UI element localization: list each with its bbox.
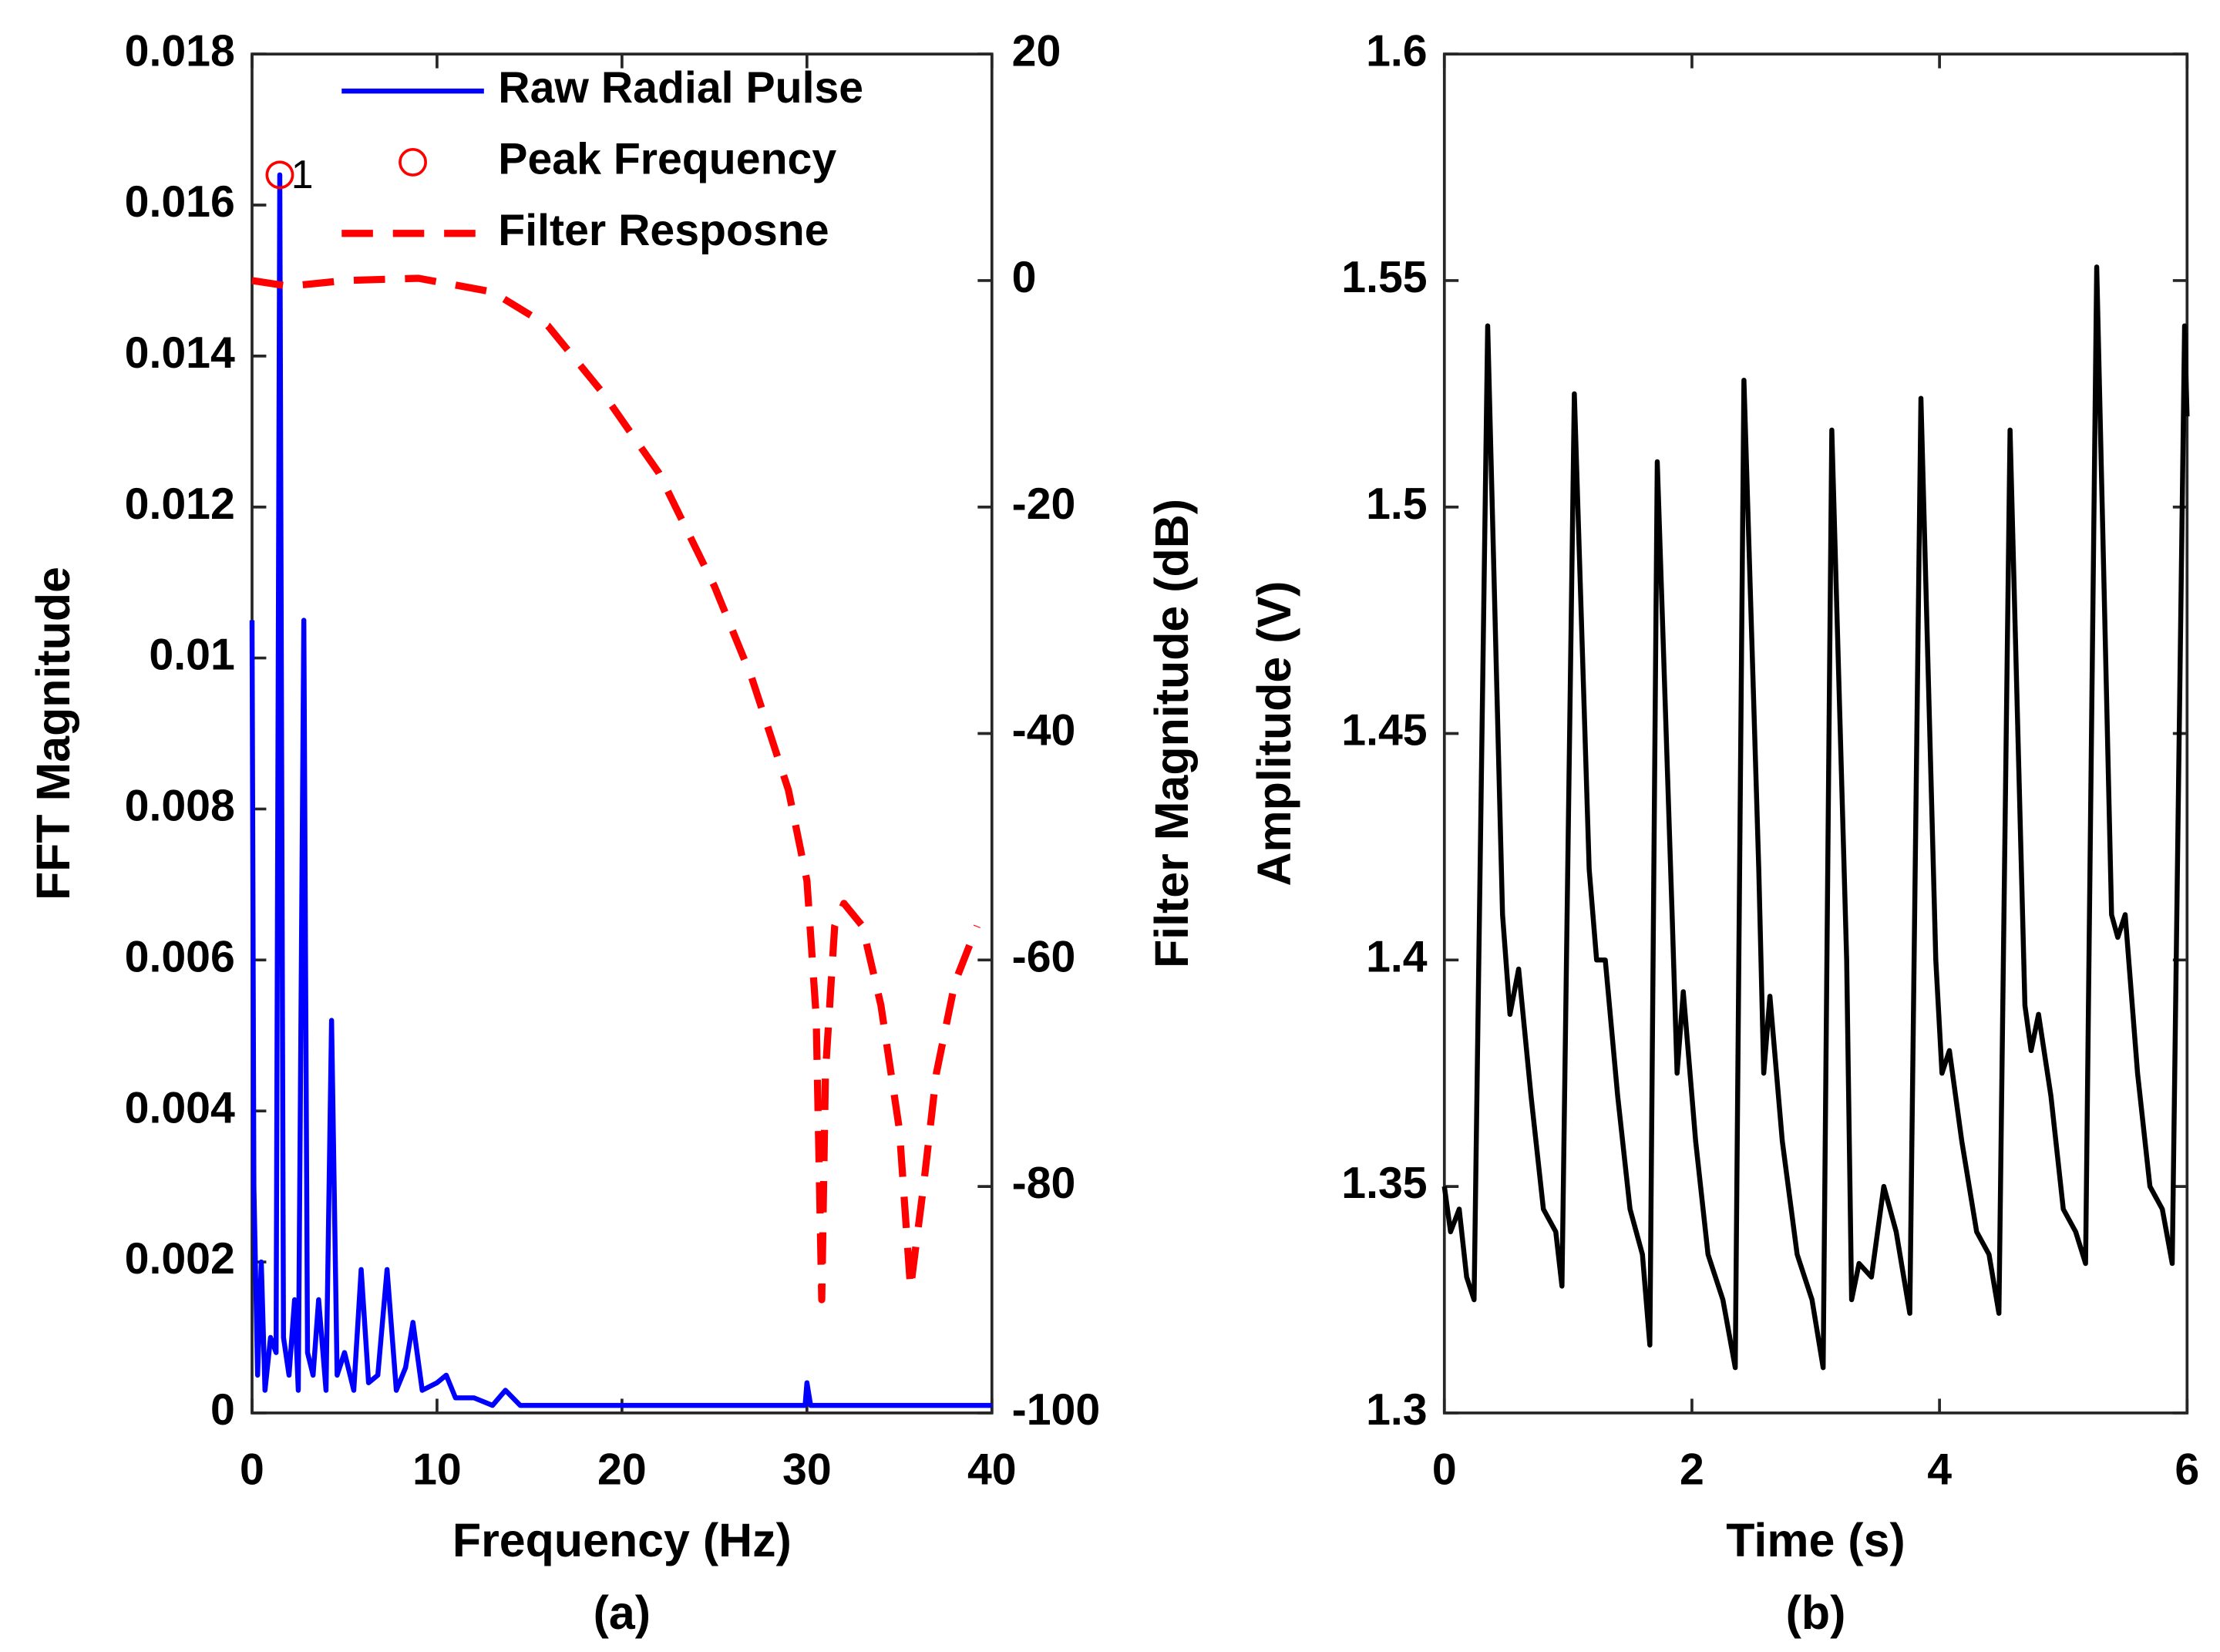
y-tick-label: 1.4 xyxy=(1366,932,1428,981)
annotation: 1 xyxy=(291,152,314,197)
x-tick-label: 30 xyxy=(782,1445,832,1495)
x-tick-label: 4 xyxy=(1927,1445,1952,1495)
y2-tick-label: -20 xyxy=(1012,479,1076,529)
legend-label: Peak Frequency xyxy=(498,135,836,184)
caption: (a) xyxy=(594,1586,651,1639)
data-line xyxy=(1441,264,2190,1371)
legend-label: Raw Radial Pulse xyxy=(498,63,863,113)
y-tick-label: 1.55 xyxy=(1341,253,1427,302)
x-tick-label: 10 xyxy=(412,1445,462,1495)
y-tick-label: 0.01 xyxy=(149,631,234,680)
y-tick-label: 0 xyxy=(210,1385,235,1435)
peak-marker xyxy=(265,160,294,190)
x-tick-label: 0 xyxy=(1432,1445,1457,1495)
data-line xyxy=(249,172,992,1408)
y-tick-label: 0.014 xyxy=(125,328,235,378)
y2-tick-label: -40 xyxy=(1012,706,1076,755)
x-axis-label: Frequency (Hz) xyxy=(452,1514,792,1566)
x-tick-label: 0 xyxy=(240,1445,264,1495)
y-tick-label: 0.016 xyxy=(125,177,235,227)
y2-tick-label: 0 xyxy=(1012,253,1037,302)
y-axis-label: FFT Magnitude xyxy=(27,567,79,900)
y2-tick-label: -60 xyxy=(1012,932,1076,981)
x-tick-label: 40 xyxy=(967,1445,1017,1495)
y-tick-label: 0.012 xyxy=(125,479,235,529)
y-tick-label: 0.006 xyxy=(125,932,235,981)
y-tick-label: 1.45 xyxy=(1341,706,1427,755)
y-axis-label: Amplitude (V) xyxy=(1248,581,1300,887)
x-tick-label: 6 xyxy=(2175,1445,2199,1495)
x-tick-label: 2 xyxy=(1680,1445,1704,1495)
y-tick-label: 0.004 xyxy=(125,1083,235,1132)
y2-tick-label: 20 xyxy=(1012,26,1061,76)
y2-tick-label: -100 xyxy=(1012,1385,1101,1435)
axes-box xyxy=(251,52,994,1415)
x-axis-label: Time (s) xyxy=(1726,1514,1905,1566)
y-tick-label: 0.018 xyxy=(125,26,235,76)
y2-tick-label: -80 xyxy=(1012,1159,1076,1208)
filter-line xyxy=(251,274,980,1304)
axes-box xyxy=(1442,52,2189,1415)
y-tick-label: 1.6 xyxy=(1366,26,1428,76)
y-tick-label: 1.35 xyxy=(1341,1159,1427,1208)
y-tick-label: 0.002 xyxy=(125,1234,235,1284)
caption: (b) xyxy=(1786,1586,1846,1639)
legend-marker xyxy=(399,147,428,177)
y-tick-label: 0.008 xyxy=(125,782,235,831)
y2-axis-label: Filter Magnitude (dB) xyxy=(1145,499,1198,968)
x-tick-label: 20 xyxy=(597,1445,647,1495)
legend-label: Filter Resposne xyxy=(498,206,829,255)
y-tick-label: 1.3 xyxy=(1366,1385,1428,1435)
y-tick-label: 1.5 xyxy=(1366,479,1428,529)
